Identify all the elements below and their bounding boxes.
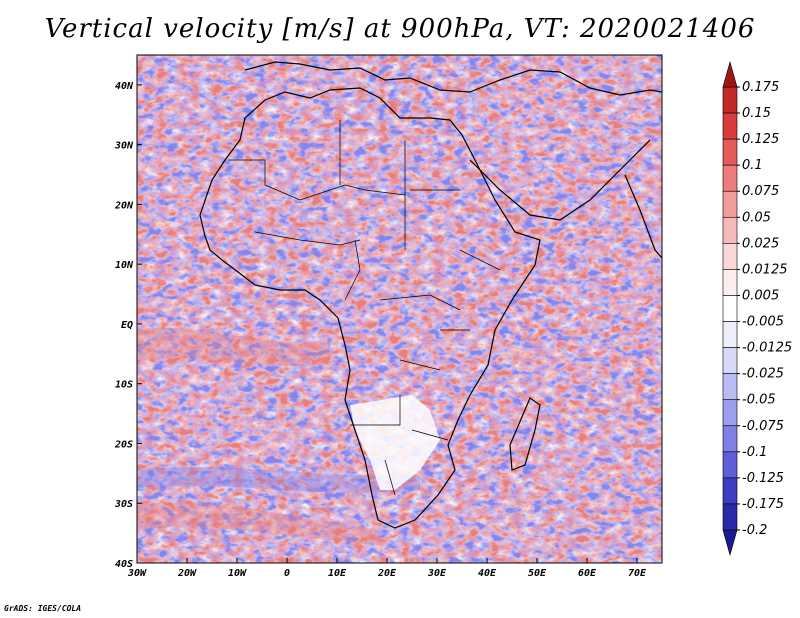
colorbar-segment xyxy=(722,86,738,114)
x-tick-label: 60E xyxy=(578,568,597,579)
positive-band xyxy=(137,327,330,367)
colorbar-label: 0.025 xyxy=(742,236,779,251)
colorbar-label: -0.1 xyxy=(742,445,767,460)
colorbar-label: 0.125 xyxy=(742,132,779,147)
y-tick-label: 40S xyxy=(115,559,133,570)
colorbar-segment xyxy=(722,399,738,427)
colorbar-segment xyxy=(722,112,738,140)
country-borders xyxy=(228,120,501,496)
colorbar-segment xyxy=(722,164,738,192)
colorbar-segment xyxy=(722,477,738,505)
colorbar-segment xyxy=(722,373,738,401)
colorbar-label: 0.005 xyxy=(742,288,779,303)
plot-frame xyxy=(136,54,663,564)
x-tick-label: 20W xyxy=(177,568,197,579)
x-tick-label: 0 xyxy=(284,568,290,579)
y-tick-label: 20N xyxy=(114,200,134,211)
x-tick-label: 50E xyxy=(528,568,547,579)
colorbar-label: 0.1 xyxy=(742,158,763,173)
x-tick-label: 40E xyxy=(478,568,497,579)
y-tick-label: 10S xyxy=(115,380,133,391)
colorbar-max-arrow xyxy=(722,60,738,88)
x-tick-label: 30E xyxy=(427,568,447,579)
asia-coast xyxy=(469,69,662,96)
colorbar-label: -0.0125 xyxy=(742,341,792,356)
y-tick-label: 20S xyxy=(114,439,133,450)
negative-band xyxy=(137,467,420,493)
x-tick-label: 30W xyxy=(127,568,147,579)
map-title: Vertical velocity [m/s] at 900hPa, VT: 2… xyxy=(44,14,756,44)
colorbar-label: -0.075 xyxy=(742,419,784,434)
colorbar-segment xyxy=(722,321,738,348)
colorbar-segment xyxy=(722,243,738,270)
x-axis: 30W 20W 10W 0 10E 20E 30E 40E 50E 60E 70E xyxy=(127,558,647,579)
colorbar-label: 0.075 xyxy=(742,184,779,199)
colorbar-segment xyxy=(722,269,738,296)
coastlines xyxy=(199,61,662,529)
y-tick-label: 10N xyxy=(115,260,134,271)
colorbar-segment xyxy=(722,190,738,218)
x-tick-label: 10E xyxy=(328,568,347,579)
colorbar-label: -0.175 xyxy=(742,497,784,512)
y-tick-label: 30N xyxy=(114,141,134,152)
colorbar-label: 0.175 xyxy=(742,80,779,95)
arabia-coast xyxy=(469,139,651,221)
colorbar-label: -0.125 xyxy=(742,471,784,486)
x-tick-label: 70E xyxy=(628,568,647,579)
positive-band-south xyxy=(137,502,380,545)
x-tick-label: 10W xyxy=(228,568,247,579)
credit-label: GrADS: IGES/COLA xyxy=(4,604,82,613)
india-coast xyxy=(624,174,662,259)
colorbar-label: -0.005 xyxy=(742,315,784,330)
colorbar-segment xyxy=(722,347,738,374)
colorbar-segment xyxy=(722,425,738,453)
madagascar xyxy=(509,397,541,471)
y-axis: 40N 30N 20N 10N EQ 10S 20S 30S 40S xyxy=(114,81,142,570)
quiet-zone xyxy=(350,395,440,490)
x-tick-label: 20E xyxy=(377,568,397,579)
y-tick-label: 40N xyxy=(115,81,134,92)
colorbar-label: -0.025 xyxy=(742,367,784,382)
africa-coastline xyxy=(199,87,541,529)
colorbar-label: 0.15 xyxy=(742,106,771,121)
y-tick-label: EQ xyxy=(121,320,133,331)
colorbar: 0.175 0.15 0.125 0.1 0.075 0.05 0.025 0.0125 0.0… xyxy=(722,60,792,557)
mediterranean-north xyxy=(244,61,471,93)
colorbar-label: -0.05 xyxy=(742,393,776,408)
colorbar-segment xyxy=(722,503,738,531)
colorbar-min-arrow xyxy=(722,529,738,557)
colorbar-segment xyxy=(722,216,738,244)
colorbar-label: 0.05 xyxy=(742,210,771,225)
colorbar-segment xyxy=(722,295,738,322)
colorbar-label: -0.2 xyxy=(742,523,767,538)
y-tick-label: 30S xyxy=(114,499,133,510)
colorbar-segment xyxy=(722,451,738,479)
velocity-field xyxy=(137,55,662,563)
colorbar-segment xyxy=(722,138,738,166)
colorbar-label: 0.0125 xyxy=(742,262,788,277)
